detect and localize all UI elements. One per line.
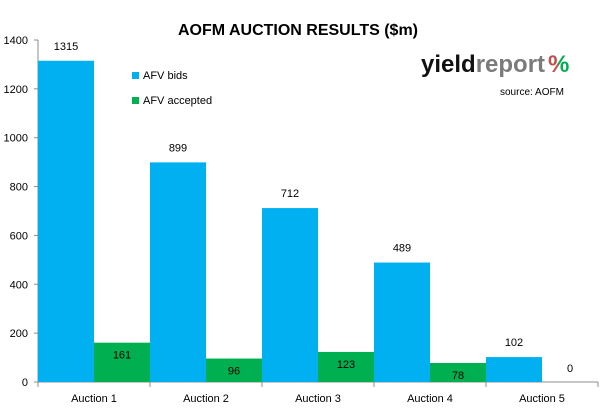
data-label-bids: 1315 xyxy=(54,41,78,53)
bar-bids xyxy=(38,60,94,383)
chart-title: AOFM AUCTION RESULTS ($m) xyxy=(178,22,418,39)
x-tick-label: Auction 3 xyxy=(295,393,341,405)
bars xyxy=(38,60,542,383)
data-label-bids: 899 xyxy=(169,142,187,154)
data-label-accepted: 78 xyxy=(452,370,464,382)
data-label-accepted: 0 xyxy=(567,363,573,375)
x-axis: Auction 1 Auction 2 Auction 3 Auction 4 Auct… xyxy=(37,381,599,405)
x-tick-label: Auction 2 xyxy=(183,393,229,405)
y-tick-label: 800 xyxy=(10,182,28,194)
y-tick-label: 400 xyxy=(10,279,28,291)
y-tick-label: 1200 xyxy=(4,84,28,96)
percent-logo-icon: % xyxy=(548,51,569,78)
y-tick-label: 0 xyxy=(22,377,28,389)
bar-accepted xyxy=(318,351,374,382)
x-tick-label: Auction 5 xyxy=(519,393,565,405)
data-label-accepted: 96 xyxy=(228,366,240,378)
legend: AFV bids AFV accepted xyxy=(132,70,212,107)
bar-bids xyxy=(150,162,206,382)
logo-text-yield: yield xyxy=(421,51,476,78)
data-label-accepted: 161 xyxy=(113,350,131,362)
bar-accepted xyxy=(94,342,150,382)
legend-label-bids: AFV bids xyxy=(143,70,188,82)
svg-text:yieldreport: yieldreport xyxy=(421,51,545,78)
bar-accepted xyxy=(430,362,486,382)
y-axis: 0 200 400 600 800 1000 1200 1400 xyxy=(4,35,39,389)
y-tick-label: 600 xyxy=(10,230,28,242)
y-tick-label: 1400 xyxy=(4,35,28,47)
bar-bids xyxy=(374,262,430,382)
data-label-accepted: 123 xyxy=(337,359,355,371)
bar-bids xyxy=(486,357,542,382)
y-tick-label: 200 xyxy=(10,328,28,340)
bar-accepted xyxy=(206,358,262,382)
source-note: source: AOFM xyxy=(500,87,564,98)
legend-swatch-bids xyxy=(132,72,139,79)
data-label-bids: 102 xyxy=(505,337,523,349)
logo-text-report: report xyxy=(476,51,545,78)
legend-label-accepted: AFV accepted xyxy=(143,95,212,107)
x-tick-label: Auction 4 xyxy=(407,393,453,405)
legend-swatch-accepted xyxy=(132,97,139,104)
x-tick-label: Auction 1 xyxy=(71,393,117,405)
yieldreport-logo: yieldreport % xyxy=(421,51,569,78)
bar-bids xyxy=(262,208,318,382)
data-label-bids: 489 xyxy=(393,243,411,255)
data-labels: 1315 899 712 489 102 161 96 123 78 0 xyxy=(54,41,573,382)
data-label-bids: 712 xyxy=(281,188,299,200)
y-tick-label: 1000 xyxy=(4,133,28,145)
